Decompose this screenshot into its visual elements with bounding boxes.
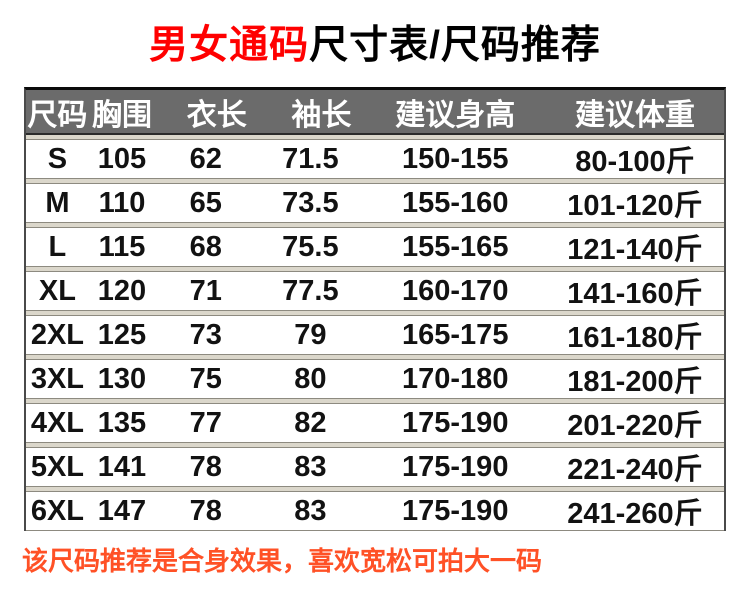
table-cell: 77.5 [282,274,339,307]
header-cell: 袖长 [291,98,352,132]
table-cell: 71.5 [282,142,339,175]
table-cell: 120 [97,274,147,307]
table-cell: 181-200斤 [567,366,703,398]
table-cell: 73.5 [282,186,339,219]
table-cell: 65 [189,186,222,219]
table-cell: 155-160 [402,186,509,219]
header-row: 尺码 胸围 衣长 袖长 建议身高 建议体重 [26,90,724,135]
table-cell: L [48,230,67,263]
table-cell: 135 [97,406,147,439]
table-cell: 121-140斤 [567,234,703,266]
table-cell: 78 [189,494,222,527]
table-cell: 73 [189,318,222,351]
table-cell: 3XL [30,362,84,395]
table-cell: 160-170 [402,274,509,307]
table-row: 6XL 147 78 83 175-190 241-260斤 [26,491,724,531]
table-cell: 150-155 [402,142,509,175]
table-cell: 130 [97,362,147,395]
table-cell: 62 [189,142,222,175]
table-cell: 141-160斤 [567,278,703,310]
table-cell: 125 [97,318,147,351]
table-cell: 175-190 [402,406,509,439]
table-cell: 2XL [30,318,84,351]
size-note: 该尺码推荐是合身效果，喜欢宽松可拍大一码 [22,546,543,576]
table-cell: 105 [97,142,147,175]
table-cell: 155-165 [402,230,509,263]
table-cell: S [47,142,68,175]
table-cell: 110 [98,186,146,219]
page-title-highlight: 男女通码 [149,24,310,67]
table-cell: 201-220斤 [567,410,703,442]
table-row: 5XL 141 78 83 175-190 221-240斤 [26,447,724,487]
table-row: 4XL 135 77 82 175-190 201-220斤 [26,403,724,443]
table-cell: 77 [189,406,222,439]
table-cell: 175-190 [402,494,509,527]
table-cell: 161-180斤 [567,322,703,354]
table-cell: XL [38,274,76,307]
table-row: 3XL 130 75 80 170-180 181-200斤 [26,359,724,399]
table-cell: 6XL [30,494,84,527]
size-table: 尺码 胸围 衣长 袖长 建议身高 建议体重 S 105 62 71.5 150-155 80-100… [24,87,726,531]
table-cell: 83 [294,494,327,527]
table-row: M 110 65 73.5 155-160 101-120斤 [26,183,724,223]
table-cell: 241-260斤 [567,498,703,530]
header-cell: 建议体重 [574,98,695,132]
header-cell: 胸围 [91,98,152,132]
table-cell: M [45,186,70,219]
table-row: XL 120 71 77.5 160-170 141-160斤 [26,271,724,311]
table-cell: 68 [189,230,222,263]
table-cell: 79 [294,318,327,351]
table-cell: 78 [189,450,222,483]
table-cell: 101-120斤 [567,190,703,222]
table-cell: 4XL [30,406,84,439]
table-row: S 105 62 71.5 150-155 80-100斤 [26,139,724,179]
table-cell: 71 [189,274,222,307]
table-cell: 80 [294,362,327,395]
page-title-rest: 尺寸表/尺码推荐 [309,24,601,67]
table-row: 2XL 125 73 79 165-175 161-180斤 [26,315,724,355]
table-cell: 165-175 [402,318,509,351]
table-cell: 82 [294,406,327,439]
table-cell: 83 [294,450,327,483]
table-cell: 141 [97,450,147,483]
table-cell: 175-190 [402,450,509,483]
table-cell: 75 [189,362,222,395]
header-cell: 衣长 [186,98,247,132]
table-cell: 75.5 [282,230,339,263]
table-cell: 221-240斤 [567,454,703,486]
table-cell: 5XL [30,450,84,483]
table-cell: 115 [98,230,146,263]
table-cell: 170-180 [402,362,509,395]
page-title: 男女通码尺寸表/尺码推荐 [0,14,750,70]
table-row: L 115 68 75.5 155-165 121-140斤 [26,227,724,267]
header-cell: 建议身高 [395,98,516,132]
header-cell: 尺码 [27,98,88,132]
table-cell: 80-100斤 [575,146,695,178]
table-cell: 147 [97,494,147,527]
